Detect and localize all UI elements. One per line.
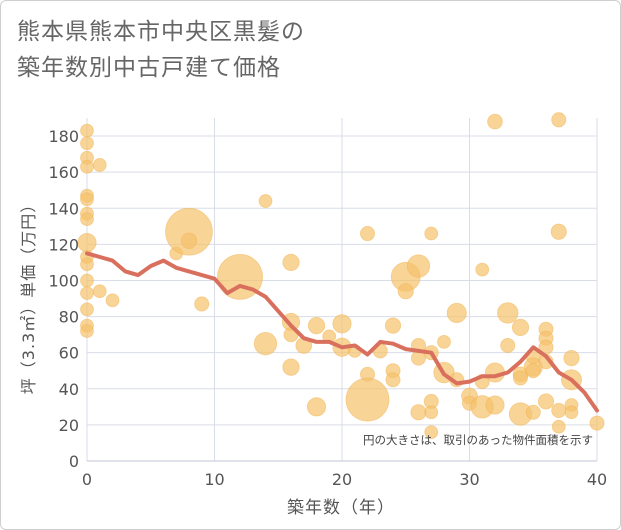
bubble-point [550,223,567,240]
bubble-point [384,317,402,334]
x-tick-label: 40 [587,470,607,489]
y-tick-label: 40 [59,380,79,399]
bubble-point [437,334,451,349]
bubble-point [165,207,213,256]
bubble-point [551,112,567,128]
bubble-point [563,350,580,367]
bubble-point [525,404,541,420]
bubble-point [345,377,390,422]
x-tick-label: 30 [459,470,479,489]
bubble-point [80,302,94,317]
y-tick-label: 100 [48,271,79,290]
y-tick-label: 60 [59,344,79,363]
bubble-point [487,113,503,130]
bubble-point [105,293,120,308]
bubble-point [92,284,107,299]
chart-title-line-2: 築年数別中古戸建て価格 [17,55,281,81]
x-tick-label: 0 [82,470,92,489]
bubble-point [332,314,352,334]
bubble-point [359,226,376,242]
bubble-point [475,262,490,277]
y-tick-label: 180 [48,127,79,146]
bubble-point [511,318,530,337]
bubble-point [551,402,567,418]
average-line-layer [85,251,599,413]
bubble-point [512,370,529,386]
x-axis-label: 築年数（年） [287,498,395,518]
bubble-point [424,226,439,241]
grid-lines [86,118,598,462]
bubble-point [77,232,97,253]
bubble-point [92,158,107,172]
bubble-point [385,372,401,388]
bubble-point [80,273,94,288]
bubble-point [282,358,300,376]
y-axis-label: 坪（3.3㎡）単価（万円） [19,196,38,394]
y-tick-label: 160 [48,163,79,182]
x-tick-label: 10 [204,470,224,489]
bubble-point [307,316,326,335]
bubble-point [80,136,94,151]
y-tick-label: 140 [48,199,79,218]
bubble-point [194,296,210,312]
y-tick-label: 0 [69,452,79,471]
bubble-point [564,405,579,420]
bubble-series [77,112,605,440]
bubble-point [500,337,516,353]
bubble-point [589,415,605,431]
bubble-point [80,192,94,207]
y-tick-label: 120 [48,235,79,254]
bubble-point [446,302,467,324]
bubble-point [180,232,198,249]
bubble-point [424,405,439,420]
x-tick-label: 20 [332,470,352,489]
bubble-point [80,324,94,338]
bubble-point [551,419,566,434]
bubble-point [497,302,519,324]
average-line [85,251,599,413]
bubble-point [80,159,94,174]
bubble-point [80,212,94,226]
bubble-point [80,286,94,301]
bubble-point [80,123,94,138]
bubble-point [424,425,439,440]
bubble-point [282,253,300,272]
y-tick-label: 80 [59,308,79,327]
bubble-point [406,254,431,278]
bubble-point [397,283,414,300]
bubble-point [80,257,94,272]
bubble-point [410,404,427,421]
bubble-point [253,331,278,356]
bubble-point [525,363,541,379]
bubble-point [258,194,273,208]
y-tick-label: 20 [59,416,79,435]
chart-title: 熊本県熊本市中央区黒髪の 築年数別中古戸建て価格 [17,14,305,86]
bubble-point [485,395,505,415]
size-note: 円の大きさは、取引のあった物件面積を示す [363,433,593,447]
chart-title-line-1: 熊本県熊本市中央区黒髪の [17,19,305,45]
bubble-point [537,393,555,410]
axes: 0 10 20 30 40 0 20 40 60 80 100 120 140 160 180 [48,127,607,489]
bubble-point [306,397,327,417]
